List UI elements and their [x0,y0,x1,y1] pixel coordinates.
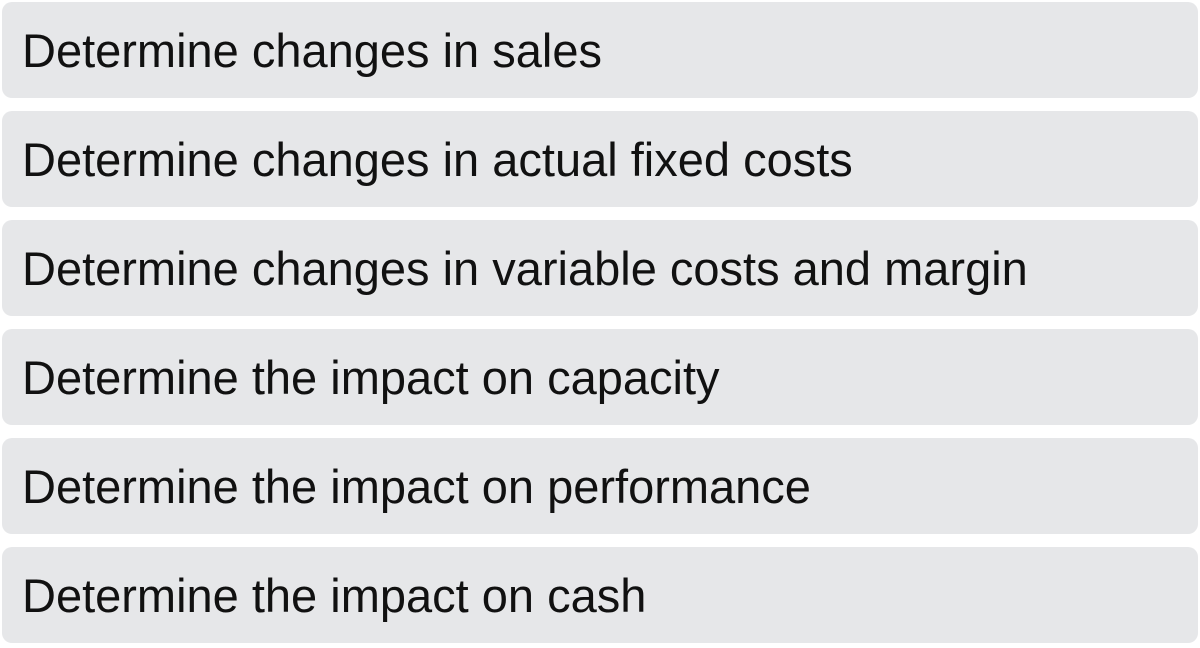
step-box-fixed-costs: Determine changes in actual fixed costs [2,111,1198,207]
step-label: Determine the impact on performance [22,459,811,513]
step-box-performance: Determine the impact on performance [2,438,1198,534]
step-box-cash: Determine the impact on cash [2,547,1198,643]
step-label: Determine changes in actual fixed costs [22,132,853,186]
step-label: Determine changes in variable costs and … [22,241,1028,295]
step-label: Determine changes in sales [22,23,602,77]
step-box-variable-costs: Determine changes in variable costs and … [2,220,1198,316]
step-box-capacity: Determine the impact on capacity [2,329,1198,425]
step-label: Determine the impact on capacity [22,350,720,404]
step-box-sales: Determine changes in sales [2,2,1198,98]
step-label: Determine the impact on cash [22,568,647,622]
